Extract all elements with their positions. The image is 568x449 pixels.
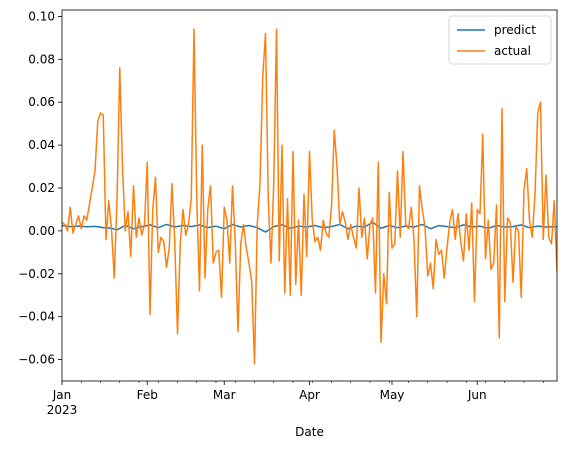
- legend-box: [448, 15, 552, 65]
- legend-label-actual: actual: [494, 44, 531, 58]
- axes: [61, 9, 558, 382]
- y-tick-label: 0.02: [28, 181, 55, 195]
- y-tick-label: 0.10: [28, 9, 55, 23]
- series-line-actual: [62, 28, 557, 365]
- legend-label-predict: predict: [494, 23, 536, 37]
- x-tick-label: May: [380, 388, 405, 402]
- y-tick-label: −0.02: [18, 267, 55, 281]
- x-tick-label: Feb: [137, 388, 158, 402]
- x-tick-label: Mar: [213, 388, 236, 402]
- y-tick-label: −0.04: [18, 310, 55, 324]
- x-tick-label: Jan: [52, 388, 72, 402]
- series-layer: [62, 28, 557, 365]
- y-tick-label: −0.06: [18, 353, 55, 367]
- x-tick-label: Apr: [299, 388, 320, 402]
- y-tick-label: 0.08: [28, 52, 55, 66]
- x-tick-sublabel: 2023: [47, 403, 78, 417]
- y-tick-label: 0.04: [28, 138, 55, 152]
- y-tick-label: 0.00: [28, 224, 55, 238]
- y-tick-label: 0.06: [28, 95, 55, 109]
- y-axis-ticks: −0.06 −0.04 −0.02 0.00 0.02 0.04 0.06 0.08 0.10: [18, 9, 62, 367]
- legend: predict actual: [448, 15, 552, 65]
- x-axis-label: Date: [295, 425, 324, 439]
- x-tick-label: Jun: [467, 388, 487, 402]
- axes-frame: [61, 9, 558, 382]
